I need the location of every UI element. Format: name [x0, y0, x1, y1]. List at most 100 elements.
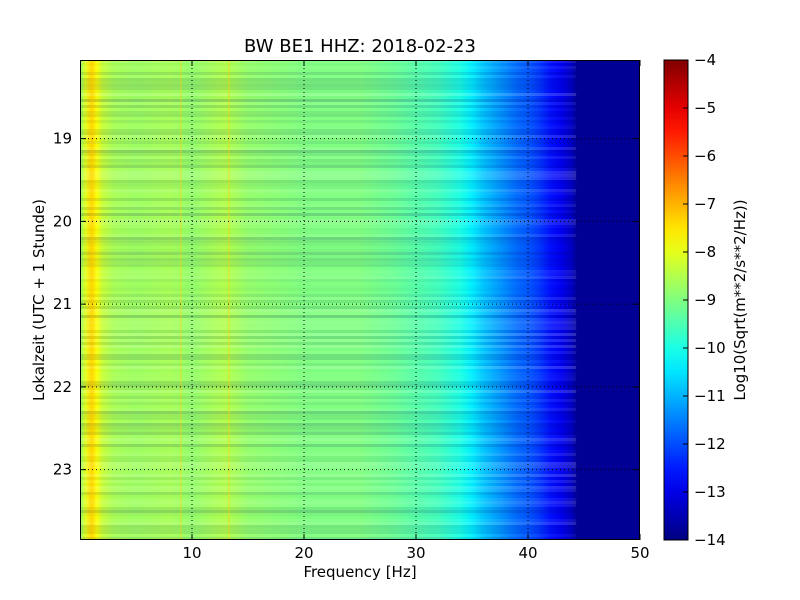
spectrogram-band	[80, 474, 579, 477]
spectrogram-band	[80, 390, 579, 393]
spectrogram-band	[80, 384, 579, 387]
spectrogram-band	[80, 126, 579, 129]
spectrogram-band	[80, 231, 578, 234]
spectrogram-band	[80, 258, 579, 261]
spectrogram-band	[80, 168, 579, 171]
spectrogram-band	[80, 303, 578, 306]
spectrogram-band	[80, 204, 579, 207]
y-tick-label: 22	[53, 378, 72, 396]
spectrogram-band	[80, 459, 579, 462]
spectrogram-band	[80, 498, 579, 501]
spectrogram-band	[80, 264, 579, 267]
spectrogram-band	[80, 222, 579, 225]
spectrogram-band	[80, 189, 579, 192]
spectrogram-band	[80, 528, 579, 531]
spectrogram-band	[80, 411, 579, 414]
spectrogram-heatmap	[80, 60, 640, 540]
spectrogram-band	[80, 342, 579, 345]
spectrogram-band	[80, 486, 579, 489]
spectrogram-band	[80, 366, 579, 369]
spectrogram-band	[80, 243, 579, 246]
spectrogram-band	[80, 156, 579, 159]
spectrogram-band	[80, 492, 579, 495]
spectrogram-band	[80, 96, 578, 99]
spectrogram-band	[80, 240, 579, 243]
colorbar-tick-label: −13	[694, 483, 726, 501]
colorbar: −4 −5 −6 −7 −8 −9 −10 −11 −12 −13 −14	[663, 51, 726, 549]
spectrogram-band	[80, 75, 579, 78]
spectrogram-band	[80, 159, 579, 162]
colorbar-tick-label: −14	[694, 531, 726, 549]
spectrogram-band	[80, 369, 578, 372]
spectrogram-band	[80, 177, 579, 180]
spectrogram-band	[80, 453, 579, 456]
spectrogram-band	[80, 81, 579, 84]
spectrogram-band	[80, 273, 579, 276]
spectrogram-band	[80, 324, 579, 327]
colorbar-tick-label: −12	[694, 435, 726, 453]
spectrogram-band	[80, 450, 578, 453]
spectrogram-band	[80, 378, 579, 381]
y-axis: 19 20 21 22 23	[53, 130, 640, 479]
spectrogram-band	[80, 393, 578, 396]
spectrogram-band	[80, 438, 579, 441]
colorbar-tick-label: −10	[694, 339, 726, 357]
spectrogram-band	[80, 267, 578, 270]
spectrogram-band	[80, 255, 578, 258]
spectrogram-band	[80, 495, 578, 498]
spectrogram-band	[80, 276, 579, 279]
colorbar-tick-label: −6	[694, 147, 716, 165]
spectrogram-band	[80, 69, 578, 72]
x-tick-label: 40	[518, 544, 537, 562]
spectrogram-band	[80, 447, 578, 450]
spectrogram-band	[80, 72, 579, 75]
spectral-line	[227, 60, 230, 540]
spectrogram-band	[80, 357, 579, 360]
chart-title: BW BE1 HHZ: 2018-02-23	[244, 36, 476, 57]
spectral-line	[92, 60, 95, 540]
spectrogram-band	[80, 351, 579, 354]
spectrogram-band	[80, 381, 579, 384]
plot-frame	[80, 60, 640, 540]
spectrogram-band	[80, 318, 579, 321]
spectrogram-band	[80, 420, 578, 423]
spectrogram-band	[80, 309, 579, 312]
spectrogram-band	[80, 507, 579, 510]
spectrogram-band	[80, 372, 578, 375]
spectrogram-band	[80, 321, 579, 324]
y-tick-label: 20	[53, 212, 72, 230]
colorbar-tick-label: −9	[694, 291, 716, 309]
spectrogram-band	[80, 282, 578, 285]
spectrogram-band	[80, 294, 579, 297]
spectrogram-band	[80, 180, 579, 183]
spectrogram-band	[80, 93, 579, 96]
spectrogram-band	[80, 441, 579, 444]
spectrogram-band	[80, 129, 579, 132]
spectrogram-band	[80, 207, 579, 210]
spectrogram-band	[80, 519, 579, 522]
x-tick-label: 10	[182, 544, 201, 562]
spectrogram-band	[80, 483, 578, 486]
spectrogram-band	[80, 525, 579, 528]
spectrogram-band	[80, 501, 579, 504]
spectrogram-band	[80, 210, 578, 213]
spectrogram-band	[80, 108, 578, 111]
spectrogram-band	[80, 162, 579, 165]
spectrogram-band	[80, 171, 579, 174]
y-axis-label: Lokalzeit (UTC + 1 Stunde)	[30, 199, 48, 401]
spectrogram-band	[80, 345, 579, 348]
y-tick-label: 19	[53, 130, 72, 148]
spectrogram-band	[80, 114, 579, 117]
y-tick-label: 21	[53, 295, 72, 313]
spectrogram-band	[80, 327, 579, 330]
spectrogram-band	[80, 153, 579, 156]
spectrogram-band	[80, 348, 578, 351]
spectrogram-band	[80, 183, 579, 186]
spectrogram-band	[80, 279, 579, 282]
spectrogram-band	[80, 336, 579, 339]
spectrogram-band	[80, 87, 579, 90]
spectrogram-band	[80, 480, 579, 483]
colorbar-tick-label: −5	[694, 99, 716, 117]
spectrogram-band	[80, 291, 578, 294]
